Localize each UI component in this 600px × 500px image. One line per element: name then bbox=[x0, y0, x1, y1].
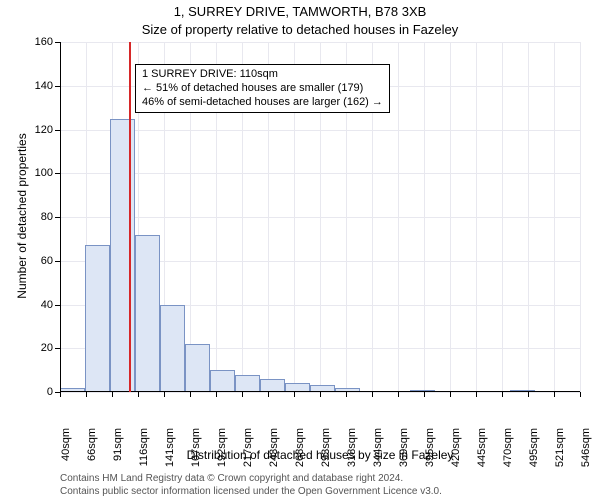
y-tick-label: 20 bbox=[25, 342, 53, 354]
x-tick-mark bbox=[580, 392, 581, 397]
x-tick-mark bbox=[554, 392, 555, 397]
y-tick-mark bbox=[55, 173, 60, 174]
annotation-box: 1 SURREY DRIVE: 110sqm← 51% of detached … bbox=[135, 64, 390, 113]
x-tick-mark bbox=[242, 392, 243, 397]
reference-line bbox=[129, 42, 131, 392]
x-axis-label: Distribution of detached houses by size … bbox=[60, 448, 580, 462]
x-tick-mark bbox=[398, 392, 399, 397]
x-tick-mark bbox=[112, 392, 113, 397]
histogram-bar bbox=[85, 245, 110, 392]
histogram-bar bbox=[210, 370, 235, 392]
x-tick-mark bbox=[372, 392, 373, 397]
x-tick-label: 546sqm bbox=[580, 428, 592, 478]
x-tick-mark bbox=[216, 392, 217, 397]
histogram-bar bbox=[160, 305, 185, 393]
y-tick-label: 40 bbox=[25, 299, 53, 311]
y-tick-mark bbox=[55, 217, 60, 218]
x-tick-mark bbox=[502, 392, 503, 397]
gridline-vertical bbox=[554, 42, 555, 392]
x-tick-mark bbox=[190, 392, 191, 397]
annotation-line: ← 51% of detached houses are smaller (17… bbox=[142, 81, 383, 95]
y-tick-mark bbox=[55, 86, 60, 87]
footer-attribution: Contains HM Land Registry data © Crown c… bbox=[60, 472, 442, 498]
footer-line: Contains HM Land Registry data © Crown c… bbox=[60, 472, 442, 485]
y-tick-mark bbox=[55, 130, 60, 131]
x-tick-mark bbox=[424, 392, 425, 397]
y-tick-label: 80 bbox=[25, 211, 53, 223]
gridline-vertical bbox=[476, 42, 477, 392]
y-tick-label: 0 bbox=[25, 386, 53, 398]
x-tick-mark bbox=[86, 392, 87, 397]
x-tick-mark bbox=[346, 392, 347, 397]
gridline-vertical bbox=[398, 42, 399, 392]
footer-line: Contains public sector information licen… bbox=[60, 485, 442, 498]
y-tick-label: 160 bbox=[25, 36, 53, 48]
x-tick-mark bbox=[164, 392, 165, 397]
histogram-bar bbox=[235, 375, 260, 393]
y-tick-mark bbox=[55, 305, 60, 306]
annotation-line: 1 SURREY DRIVE: 110sqm bbox=[142, 67, 383, 81]
y-tick-mark bbox=[55, 261, 60, 262]
y-tick-mark bbox=[55, 348, 60, 349]
gridline-vertical bbox=[424, 42, 425, 392]
y-axis-label: Number of detached properties bbox=[15, 116, 29, 316]
page-subtitle: Size of property relative to detached ho… bbox=[0, 22, 600, 37]
gridline-vertical bbox=[450, 42, 451, 392]
y-tick-label: 140 bbox=[25, 80, 53, 92]
gridline-vertical bbox=[528, 42, 529, 392]
y-tick-mark bbox=[55, 42, 60, 43]
y-tick-label: 120 bbox=[25, 124, 53, 136]
page-title: 1, SURREY DRIVE, TAMWORTH, B78 3XB bbox=[0, 4, 600, 19]
histogram-bar bbox=[110, 119, 135, 392]
y-tick-label: 100 bbox=[25, 167, 53, 179]
annotation-line: 46% of semi-detached houses are larger (… bbox=[142, 95, 383, 109]
histogram-bar bbox=[185, 344, 210, 392]
gridline-vertical bbox=[502, 42, 503, 392]
x-tick-mark bbox=[60, 392, 61, 397]
x-tick-mark bbox=[528, 392, 529, 397]
x-tick-mark bbox=[320, 392, 321, 397]
gridline-vertical bbox=[580, 42, 581, 392]
y-tick-label: 60 bbox=[25, 255, 53, 267]
x-tick-mark bbox=[450, 392, 451, 397]
y-axis-line bbox=[60, 42, 61, 392]
x-tick-mark bbox=[294, 392, 295, 397]
histogram-bar bbox=[135, 235, 160, 393]
x-tick-mark bbox=[138, 392, 139, 397]
x-tick-mark bbox=[268, 392, 269, 397]
x-tick-mark bbox=[476, 392, 477, 397]
